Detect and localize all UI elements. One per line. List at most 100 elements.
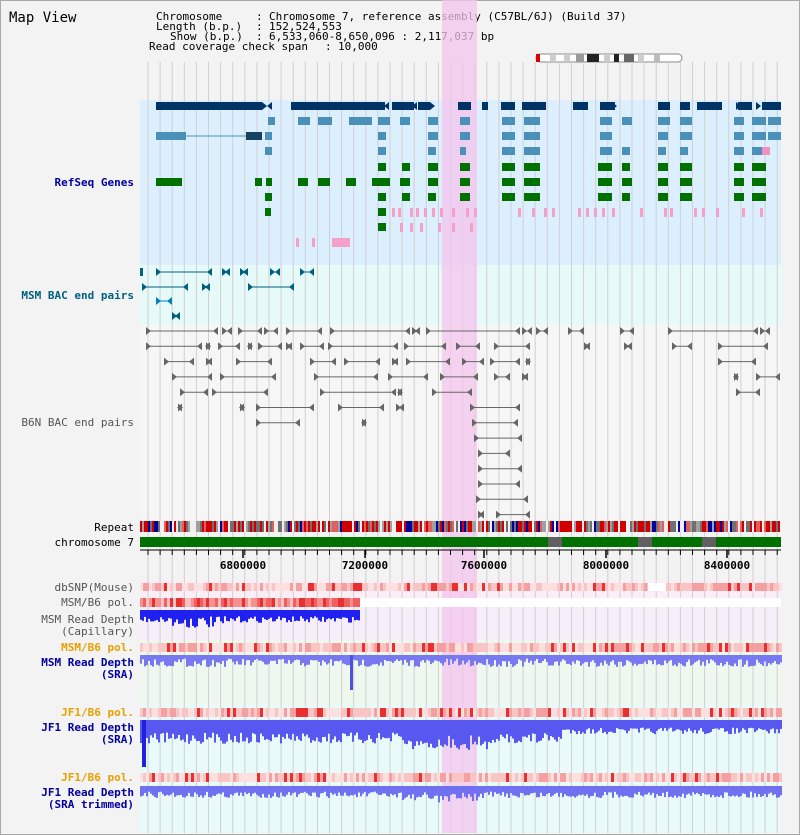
jf1-sra-bar [270,720,272,742]
jf1-pol2-mark [611,773,614,782]
jf1-sra-bar [246,720,248,738]
jf1-pol-mark [185,708,188,717]
jf1-sra-bar [206,720,208,740]
jf1-sra-bar [418,720,420,746]
jf1-pol-mark [353,708,356,717]
gene-arrow [746,102,751,110]
track-label-repeat[interactable]: Repeat [94,521,134,534]
msm-pol2-mark [464,643,467,652]
msm-sra-bar [292,655,294,663]
msm-sra-bar [404,655,406,660]
msm-pol2-mark [452,643,455,652]
repeat-mark [612,521,614,532]
chromosome-ideogram[interactable] [530,52,685,64]
dbsnp-mark [413,583,416,591]
track-label-msm-depth-cap-1[interactable]: MSM Read Depth [41,613,134,626]
msm-pol2-mark [191,643,194,652]
repeat-mark [154,521,156,532]
jf1-trim-bar [594,786,596,793]
jf1-trim-bar [180,786,182,795]
msm-pol-mark [200,598,203,607]
jf1-trim-bar [754,786,756,794]
jf1-sra-bar [714,720,716,729]
track-label-dbsnp[interactable]: dbSNP(Mouse) [54,581,134,594]
jf1-trim-bar [204,786,206,796]
msm-sra-bar [476,655,478,665]
track-label-jf1-depth-trim-1[interactable]: JF1 Read Depth [41,786,134,799]
jf1-pol-mark [227,708,230,717]
dbsnp-mark [632,583,635,591]
dbsnp-mark [527,583,530,591]
msm-pol-mark [281,598,284,607]
jf1-trim-bar [234,786,236,794]
msm-sra-bar [196,655,198,665]
jf1-sra-bar [700,720,702,729]
jf1-pol2-mark [614,773,617,782]
jf1-sra-bar [286,720,288,734]
jf1-trim-bar [404,786,406,799]
msm-sra-bar [698,655,700,660]
msm-cap-bar [294,610,296,622]
gene-block [460,117,470,125]
jf1-trim-bar [550,786,552,797]
dbsnp-mark [401,583,404,591]
msm-pol2-mark [467,643,470,652]
gene-block [622,117,632,125]
msm-sra-bar [470,655,472,667]
jf1-sra-bar [474,720,476,742]
jf1-pol2-mark [590,773,593,782]
msm-sra-bar [430,655,432,665]
track-label-msm-b6-pol-2[interactable]: MSM/B6 pol. [61,641,134,654]
repeat-mark [372,521,374,532]
repeat-mark [624,521,626,532]
msm-sra-bar [188,655,190,666]
jf1-pol-mark [584,708,587,717]
jf1-trim-bar [338,786,340,793]
jf1-pol-mark [656,708,659,717]
bac-end [257,327,262,335]
repeat-mark [630,521,632,532]
repeat-mark [416,521,418,532]
bac-end [379,403,384,412]
track-label-jf1-b6-pol-1[interactable]: JF1/B6 pol. [61,706,134,719]
jf1-pol2-mark [200,773,203,782]
bac-end [620,327,625,335]
jf1-pol-mark [617,708,620,717]
jf1-trim-bar [730,786,732,797]
msm-pol2-mark [482,643,485,652]
track-label-jf1-depth-sra-1[interactable]: JF1 Read Depth [41,721,134,734]
bac-end [423,372,428,381]
jf1-trim-bar [702,786,704,793]
repeat-mark [576,521,578,532]
track-label-jf1-b6-pol-2[interactable]: JF1/B6 pol. [61,771,134,784]
jf1-sra-bar [182,720,184,740]
msm-sra-bar [530,655,532,661]
repeat-mark [564,521,566,532]
chromosome-gap [638,537,652,547]
track-label-chromosome: chromosome 7 [54,536,134,549]
track-label-refseq[interactable]: RefSeq Genes [54,176,134,189]
msm-pol2-mark [542,643,545,652]
jf1-sra-bar [502,720,504,737]
jf1-sra-bar [204,720,206,733]
pink-mark [474,208,477,217]
msm-sra-bar [674,655,676,665]
repeat-mark [680,521,682,532]
track-label-msm-b6-pol-1[interactable]: MSM/B6 pol. [61,596,134,609]
jf1-pol-mark [281,708,284,717]
track-label-b6n-bac[interactable]: B6N BAC end pairs [21,416,134,429]
repeat-mark [266,521,268,532]
repeat-mark [492,521,494,532]
jf1-sra-bar [518,720,520,741]
jf1-trim-bar [560,786,562,793]
jf1-trim-bar [536,786,538,798]
track-label-msm-bac[interactable]: MSM BAC end pairs [21,289,134,302]
jf1-sra-bar [280,720,282,744]
dbsnp-mark [461,583,464,591]
gene-arrow [756,102,761,110]
track-label-msm-depth-sra-1[interactable]: MSM Read Depth [41,656,134,669]
jf1-sra-bar [346,720,348,737]
jf1-pol-mark [707,708,710,717]
jf1-trim-bar [696,786,698,793]
